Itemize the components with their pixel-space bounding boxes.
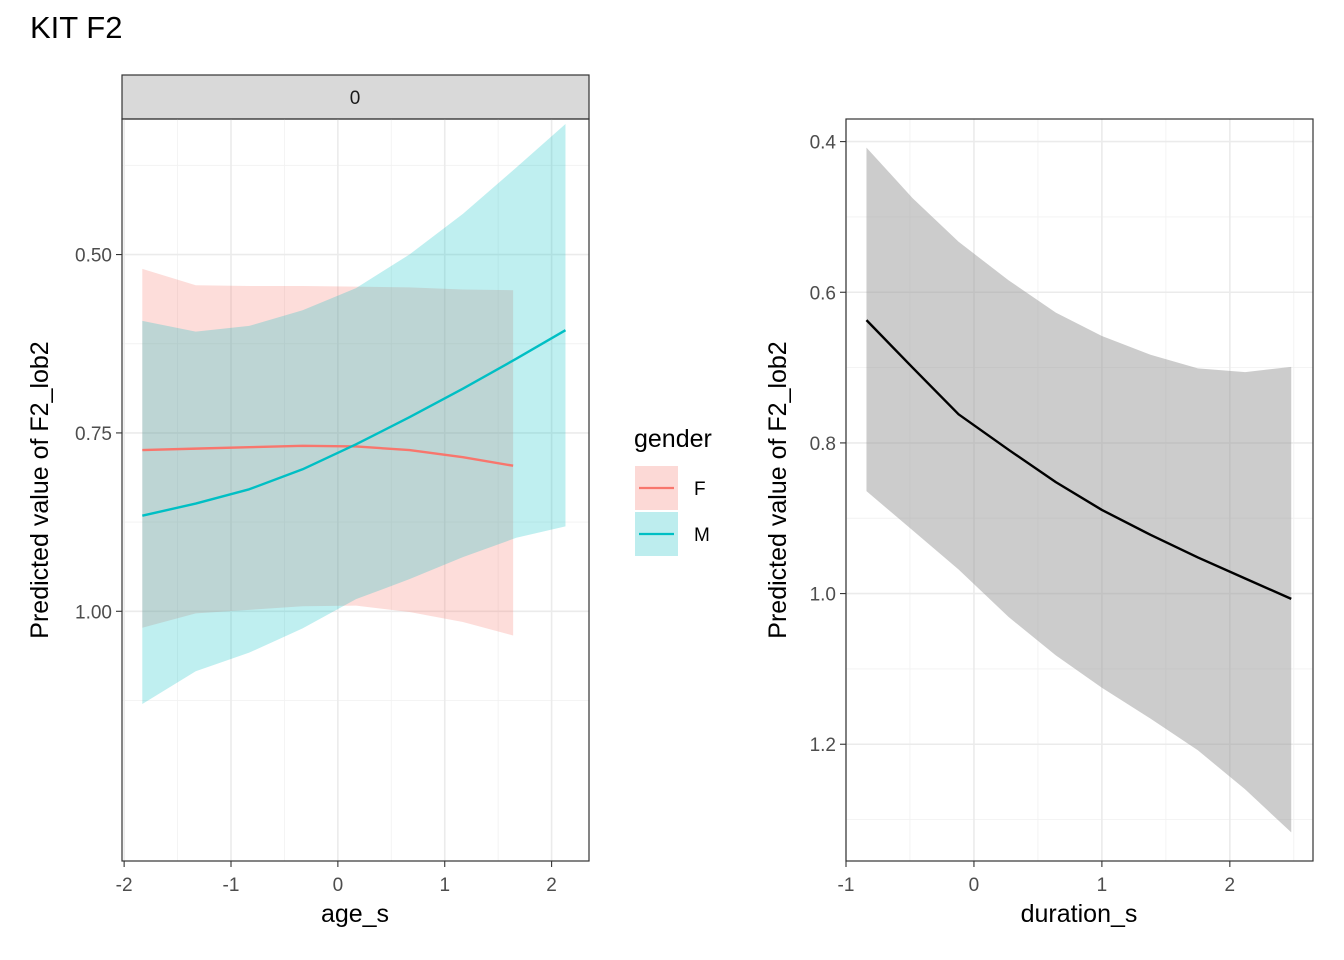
duration-y-axis-title: Predicted value of F2_lob2 [764, 341, 792, 638]
y-tick-label: 0.8 [810, 434, 836, 455]
y-tick-label: 1.00 [75, 602, 112, 623]
x-tick-label: 1 [1097, 875, 1108, 896]
confidence-band-fit [866, 147, 1292, 833]
legend-entry-m: M [635, 512, 710, 556]
y-tick-label: 0.50 [75, 246, 112, 267]
x-tick-label: 0 [969, 875, 980, 896]
legend-entry-f: F [635, 466, 706, 510]
duration-panel-confidence-band [866, 147, 1292, 833]
legend-label-f: F [694, 479, 706, 500]
duration-x-axis-title: duration_s [1021, 900, 1138, 928]
age-panel-fit-lines [142, 329, 567, 517]
gender-legend: gender F M [634, 425, 712, 556]
age-panel: 0 -2 -1 0 1 2 0.50 0.75 1.00 age_s Predicted va… [26, 74, 590, 928]
fit-line-f [142, 444, 514, 467]
duration-panel-axes: -1 0 1 2 0.4 0.6 0.8 1.0 1.2 [810, 133, 1236, 896]
y-tick-label: 1.0 [810, 585, 836, 606]
x-tick-label: -2 [116, 875, 133, 896]
x-tick-label: -1 [838, 875, 855, 896]
fit-line-fit [865, 319, 1292, 600]
y-tick-label: 1.2 [810, 735, 836, 756]
facet-strip-label: 0 [350, 88, 361, 109]
x-tick-label: 2 [546, 875, 557, 896]
age-panel-confidence-bands [142, 123, 566, 705]
y-tick-label: 0.4 [810, 133, 837, 154]
fit-line-m [142, 329, 567, 517]
x-tick-label: 0 [333, 875, 344, 896]
duration-panel-border [845, 118, 1314, 862]
age-panel-gridlines [122, 119, 589, 861]
x-tick-label: 2 [1225, 875, 1236, 896]
confidence-band-f [142, 268, 514, 636]
y-tick-label: 0.75 [75, 424, 112, 445]
x-tick-label: 1 [439, 875, 450, 896]
plot-title: KIT F2 [30, 10, 122, 45]
age-x-axis-title: age_s [321, 900, 389, 928]
facet-strip [121, 74, 590, 120]
age-panel-border [121, 118, 590, 862]
duration-panel-fit-line [865, 319, 1292, 600]
y-tick-label: 0.6 [810, 283, 836, 304]
x-tick-label: -1 [223, 875, 240, 896]
duration-panel: -1 0 1 2 0.4 0.6 0.8 1.0 1.2 duration_s Predicte… [764, 118, 1314, 928]
legend-title: gender [634, 425, 712, 453]
legend-label-m: M [694, 525, 710, 546]
confidence-band-m [142, 123, 566, 705]
age-panel-axes: -2 -1 0 1 2 0.50 0.75 1.00 [75, 246, 557, 896]
age-y-axis-title: Predicted value of F2_lob2 [26, 341, 54, 638]
